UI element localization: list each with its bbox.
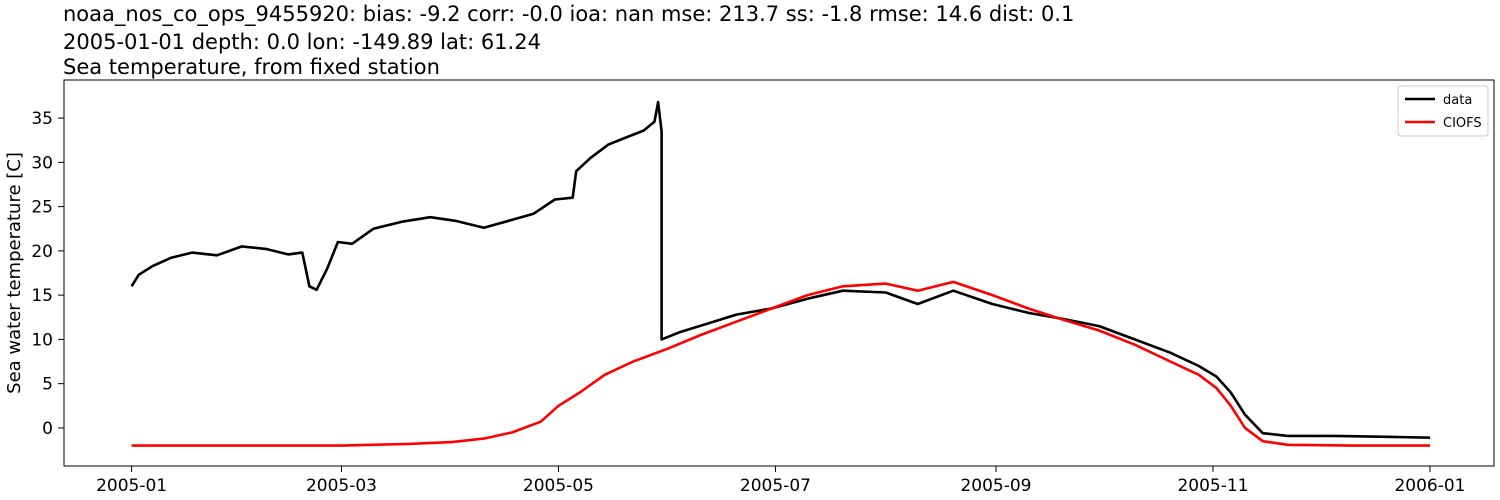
x-axis: 2005-01 2005-03 2005-05 2005-07 2005-09 2005-… [96, 466, 1465, 496]
y-tick-label: 0 [42, 419, 53, 439]
x-tick-label: 2005-07 [740, 476, 811, 496]
series-line-ciofs [131, 280, 1430, 447]
legend-label-ciofs: CIOFS [1443, 116, 1482, 131]
legend: data CIOFS [1397, 85, 1489, 137]
y-tick-label: 5 [42, 375, 53, 395]
chart-title: Sea temperature, from fixed station [63, 55, 440, 79]
legend-label-data: data [1443, 93, 1472, 108]
plot-area [63, 79, 1495, 467]
y-axis: 0 5 10 15 20 25 30 35 [31, 109, 64, 439]
x-tick-label: 2005-05 [523, 476, 594, 496]
series-layer [130, 100, 1431, 447]
x-tick-label: 2005-03 [306, 476, 377, 496]
y-axis-label: Sea water temperature [C] [4, 152, 25, 394]
y-tick-label: 15 [31, 286, 53, 306]
y-tick-label: 25 [31, 198, 53, 218]
y-tick-label: 20 [31, 242, 53, 262]
x-tick-label: 2006-01 [1394, 476, 1465, 496]
y-tick-label: 10 [31, 330, 53, 350]
y-tick-label: 35 [31, 109, 53, 129]
title-line-stats: noaa_nos_co_ops_9455920: bias: -9.2 corr… [63, 2, 1075, 26]
title-line-location: 2005-01-01 depth: 0.0 lon: -149.89 lat: … [63, 30, 541, 54]
x-tick-label: 2005-01 [96, 476, 167, 496]
x-tick-label: 2005-09 [960, 476, 1031, 496]
series-line-data [130, 100, 1431, 439]
y-tick-label: 30 [31, 153, 53, 173]
x-tick-label: 2005-11 [1177, 476, 1248, 496]
